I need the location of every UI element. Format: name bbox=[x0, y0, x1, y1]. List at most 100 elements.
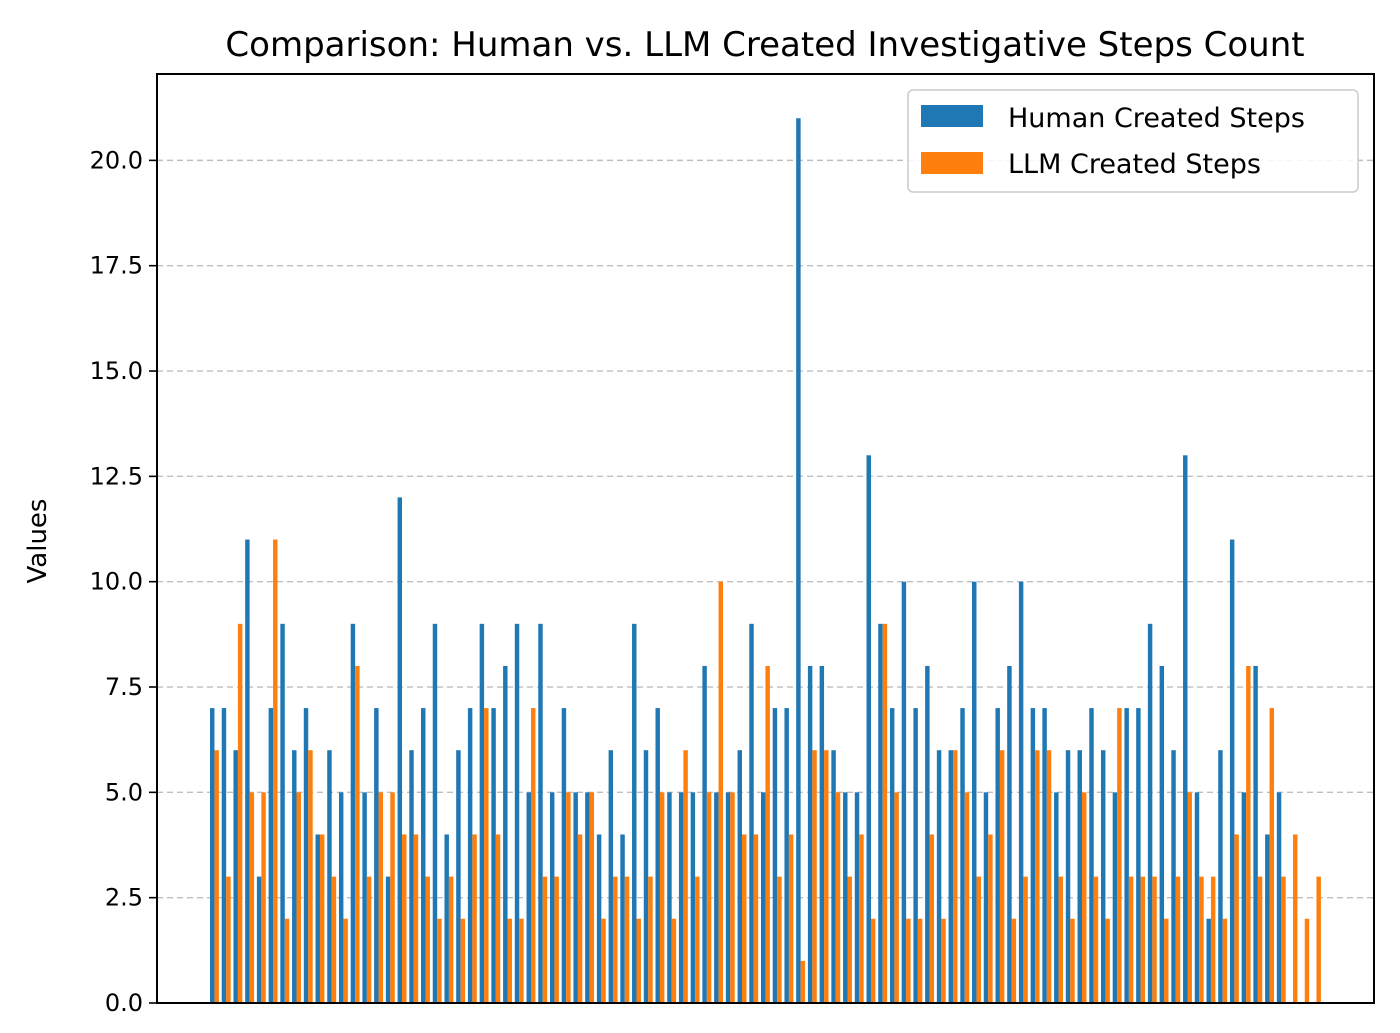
bar-human bbox=[936, 750, 942, 1003]
bar-llm bbox=[1023, 876, 1028, 1003]
bar-llm bbox=[1257, 876, 1263, 1003]
bar-human bbox=[749, 623, 754, 1003]
bar-llm bbox=[742, 834, 747, 1003]
bar-llm bbox=[1175, 876, 1181, 1003]
legend-label-human: Human Created Steps bbox=[1008, 103, 1305, 134]
bar-llm bbox=[1293, 834, 1298, 1003]
bar-llm bbox=[448, 876, 454, 1003]
bar-human bbox=[1030, 708, 1036, 1003]
bar-human bbox=[667, 792, 672, 1003]
bar-human bbox=[960, 708, 965, 1003]
bar-llm bbox=[917, 918, 923, 1003]
bar-human bbox=[350, 623, 356, 1003]
bar-human bbox=[1089, 708, 1094, 1003]
bar-human bbox=[233, 750, 238, 1003]
bar-human bbox=[538, 623, 543, 1003]
bar-human bbox=[1159, 665, 1165, 1003]
bar-human bbox=[526, 792, 531, 1003]
bar-human bbox=[643, 750, 649, 1003]
bar-human bbox=[1136, 708, 1141, 1003]
bar-human bbox=[925, 665, 930, 1003]
bar-human bbox=[397, 497, 403, 1003]
bar-human bbox=[632, 623, 637, 1003]
bar-llm bbox=[589, 792, 595, 1003]
y-tick-label: 0.0 bbox=[105, 989, 143, 1017]
bar-llm bbox=[870, 918, 876, 1003]
bar-llm bbox=[718, 581, 724, 1003]
bar-llm bbox=[226, 876, 231, 1003]
bar-llm bbox=[1234, 834, 1239, 1003]
bar-llm bbox=[1117, 708, 1122, 1003]
bar-llm bbox=[495, 834, 501, 1003]
bar-human bbox=[327, 750, 332, 1003]
bar-human bbox=[608, 750, 614, 1003]
bar-llm bbox=[1058, 876, 1063, 1003]
bar-llm bbox=[941, 918, 946, 1003]
bar-human bbox=[784, 708, 789, 1003]
bar-llm bbox=[659, 792, 665, 1003]
bar-human bbox=[268, 708, 274, 1003]
bar-llm bbox=[519, 918, 524, 1003]
bar-llm bbox=[472, 834, 477, 1003]
bar-llm bbox=[1128, 876, 1134, 1003]
bar-llm bbox=[378, 792, 384, 1003]
bar-llm bbox=[1281, 876, 1286, 1003]
bar-llm bbox=[1081, 792, 1087, 1003]
bar-human bbox=[1065, 750, 1071, 1003]
bar-human bbox=[596, 834, 602, 1003]
bar-human bbox=[338, 792, 344, 1003]
bar-llm bbox=[402, 834, 407, 1003]
legend: Human Created Steps LLM Created Steps bbox=[907, 89, 1359, 193]
bar-llm bbox=[648, 876, 653, 1003]
bar-human bbox=[1124, 708, 1129, 1003]
bar-human bbox=[456, 750, 461, 1003]
bar-llm bbox=[1164, 918, 1169, 1003]
bar-llm bbox=[812, 750, 817, 1003]
bar-llm bbox=[1070, 918, 1075, 1003]
bar-llm bbox=[706, 792, 712, 1003]
bar-human bbox=[245, 539, 250, 1003]
bar-human bbox=[761, 792, 766, 1003]
bar-human bbox=[1253, 665, 1258, 1003]
bar-human bbox=[374, 708, 379, 1003]
plot-frame bbox=[156, 73, 1375, 1004]
bar-llm bbox=[988, 834, 993, 1003]
bar-llm bbox=[1046, 750, 1052, 1003]
bar-human bbox=[1077, 750, 1082, 1003]
bar-llm bbox=[507, 918, 512, 1003]
bar-llm bbox=[249, 792, 255, 1003]
bar-llm bbox=[1316, 876, 1321, 1003]
bar-human bbox=[1206, 918, 1211, 1003]
bar-llm bbox=[730, 792, 735, 1003]
bar-llm bbox=[1246, 665, 1251, 1003]
bar-llm bbox=[1199, 876, 1204, 1003]
bar-human bbox=[221, 708, 227, 1003]
bar-llm bbox=[1011, 918, 1017, 1003]
legend-swatch-human bbox=[921, 105, 983, 127]
bar-llm bbox=[1035, 750, 1040, 1003]
bar-llm bbox=[624, 876, 630, 1003]
bar-llm bbox=[577, 834, 583, 1003]
bar-llm bbox=[1140, 876, 1146, 1003]
bar-human bbox=[725, 792, 731, 1003]
bar-llm bbox=[964, 792, 970, 1003]
bar-llm bbox=[999, 750, 1005, 1003]
bar-human bbox=[796, 118, 801, 1004]
bar-human bbox=[854, 792, 860, 1003]
bar-llm bbox=[284, 918, 290, 1003]
bar-llm bbox=[308, 750, 313, 1003]
bar-human bbox=[409, 750, 414, 1003]
bar-llm bbox=[683, 750, 688, 1003]
bar-llm bbox=[261, 792, 266, 1003]
bar-human bbox=[1194, 792, 1200, 1003]
bar-llm bbox=[894, 792, 899, 1003]
y-tick-label: 10.0 bbox=[90, 568, 143, 596]
legend-label-llm: LLM Created Steps bbox=[1008, 149, 1261, 180]
bar-llm bbox=[835, 792, 841, 1003]
bar-human bbox=[1218, 750, 1223, 1003]
bar-human bbox=[491, 708, 496, 1003]
bar-human bbox=[549, 792, 555, 1003]
bar-human bbox=[948, 750, 954, 1003]
bar-human bbox=[1054, 792, 1059, 1003]
y-tick-label: 5.0 bbox=[105, 778, 143, 806]
